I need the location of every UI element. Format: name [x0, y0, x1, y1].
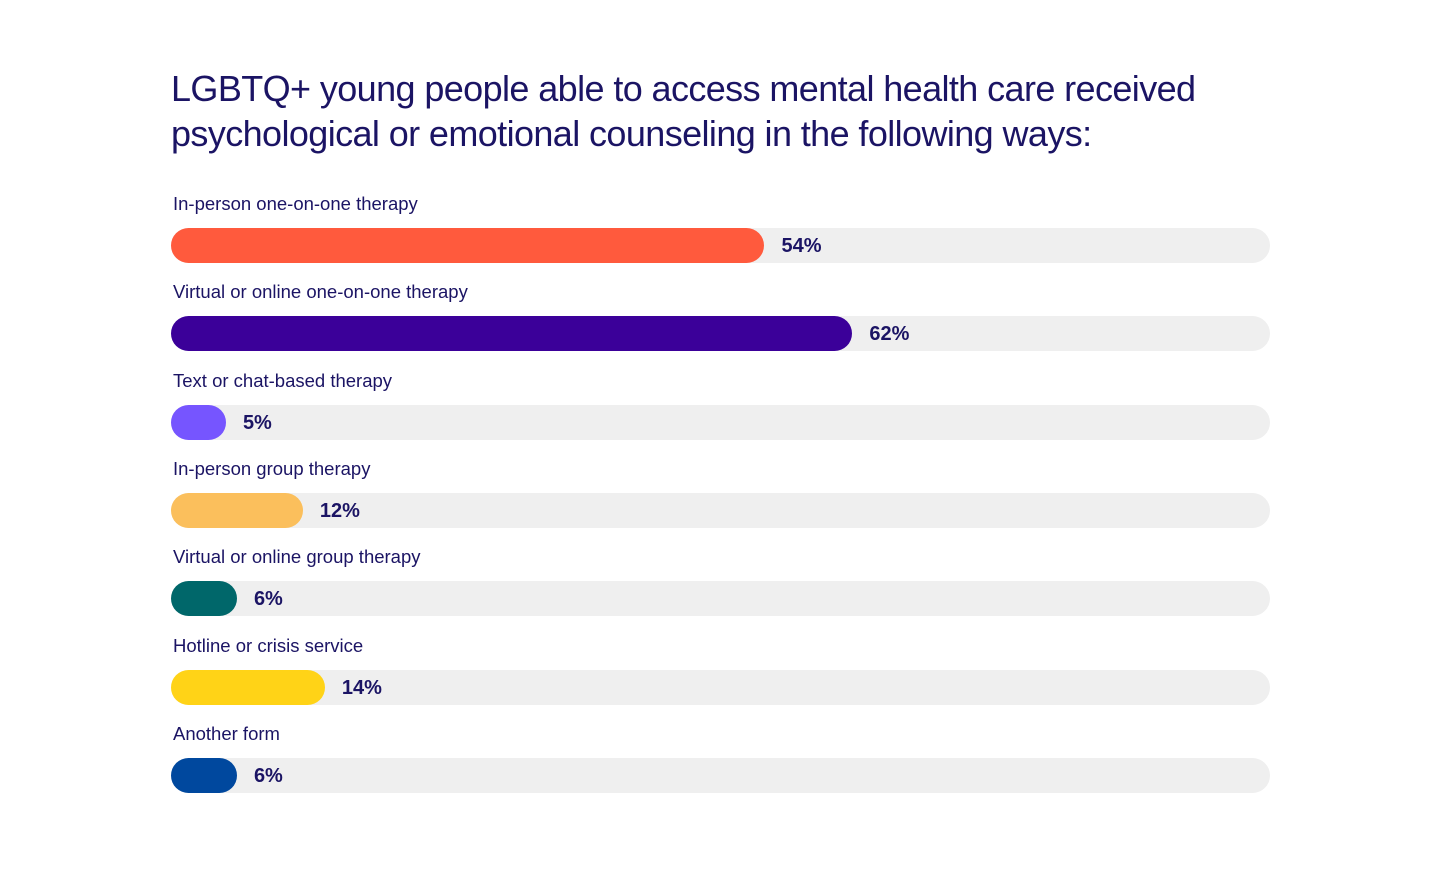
bar	[171, 316, 853, 352]
bar-row: Text or chat-based therapy 5%	[171, 369, 1270, 445]
value-label: 6%	[253, 764, 283, 787]
bar-row: In-person group therapy 12%	[171, 457, 1270, 533]
value-label: 6%	[253, 588, 283, 611]
bar-track: 6%	[171, 581, 1270, 617]
bar-row: In-person one-on-one therapy 54%	[171, 192, 1270, 268]
category-label: Another form	[173, 722, 280, 744]
bar-row: Virtual or online group therapy 6%	[171, 545, 1270, 621]
value-label: 54%	[781, 235, 822, 257]
value-label: 12%	[319, 499, 360, 522]
bar	[171, 404, 226, 440]
bar-row: Hotline or crisis service 14%	[171, 634, 1270, 710]
chart: LGBTQ+ young people able to access menta…	[171, 66, 1270, 793]
bar-track: 14%	[171, 669, 1270, 705]
bar-track: 6%	[171, 757, 1270, 793]
bar-track: 12%	[171, 492, 1270, 528]
bar	[171, 228, 765, 263]
bar-track: 5%	[171, 404, 1270, 440]
chart-title-line-2: psychological or emotional counseling in…	[171, 113, 1092, 154]
category-label: Text or chat-based therapy	[173, 369, 393, 391]
bar-track: 54%	[171, 228, 1270, 263]
bar	[171, 492, 303, 528]
bar	[171, 581, 237, 617]
category-label: Hotline or crisis service	[173, 634, 364, 656]
bar-row: Virtual or online one-on-one therapy 62%	[171, 280, 1270, 356]
bar-row: Another form 6%	[171, 722, 1270, 798]
chart-title: LGBTQ+ young people able to access menta…	[171, 66, 1270, 156]
value-label: 62%	[869, 323, 910, 346]
category-label: Virtual or online group therapy	[173, 546, 421, 568]
value-label: 14%	[341, 676, 382, 699]
category-label: Virtual or online one-on-one therapy	[173, 281, 468, 303]
value-label: 5%	[242, 411, 272, 434]
bar	[171, 757, 237, 793]
category-label: In-person group therapy	[173, 457, 371, 479]
chart-title-line-1: LGBTQ+ young people able to access menta…	[171, 68, 1196, 109]
category-label: In-person one-on-one therapy	[173, 193, 418, 214]
bar	[171, 669, 325, 705]
bar-track: 62%	[171, 316, 1270, 352]
